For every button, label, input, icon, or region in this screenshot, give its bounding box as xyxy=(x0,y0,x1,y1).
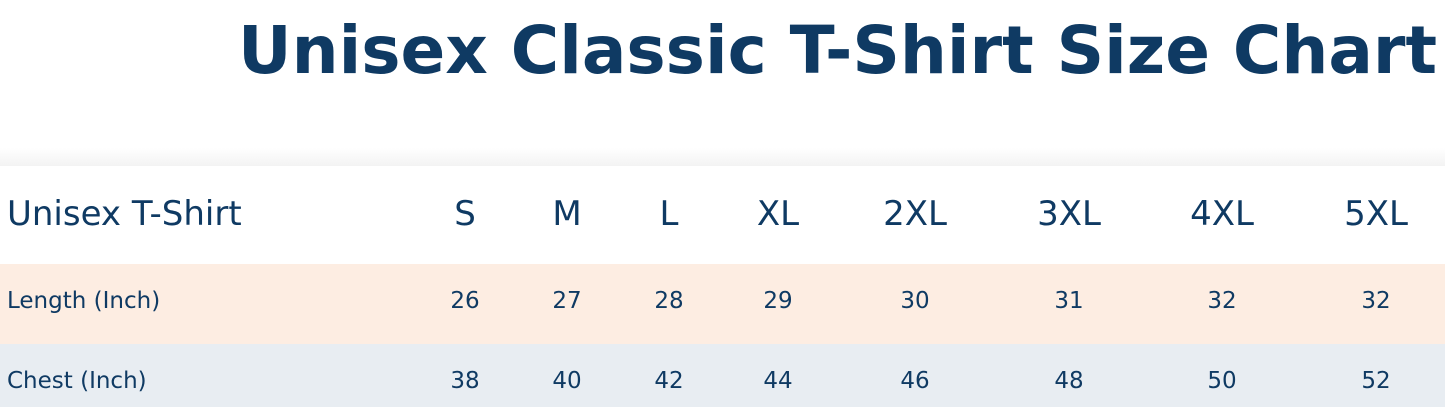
size-header: L xyxy=(659,194,679,234)
table-cell: 50 xyxy=(1207,368,1237,394)
table-cell: 38 xyxy=(450,368,480,394)
size-header: 2XL xyxy=(883,194,947,234)
table-cell: 42 xyxy=(654,368,684,394)
size-header: M xyxy=(552,194,582,234)
table-cell: 46 xyxy=(900,368,930,394)
table-cell: 27 xyxy=(552,288,582,314)
header-label: Unisex T-Shirt xyxy=(7,194,242,234)
table-header-row: Unisex T-Shirt S M L XL 2XL 3XL 4XL 5XL xyxy=(0,166,1445,264)
size-header: XL xyxy=(756,194,800,234)
table-cell: 32 xyxy=(1361,288,1391,314)
size-header: 3XL xyxy=(1037,194,1101,234)
table-cell: 28 xyxy=(654,288,684,314)
table-cell: 26 xyxy=(450,288,480,314)
page-title: Unisex Classic T-Shirt Size Chart xyxy=(238,12,1437,89)
table-cell: 48 xyxy=(1054,368,1084,394)
size-header: S xyxy=(454,194,476,234)
row-label: Chest (Inch) xyxy=(7,368,147,394)
table-row-chest: Chest (Inch) 38 40 42 44 46 48 50 52 xyxy=(0,344,1445,407)
row-label: Length (Inch) xyxy=(7,288,161,314)
table-cell: 29 xyxy=(763,288,793,314)
table-cell: 44 xyxy=(763,368,793,394)
table-cell: 32 xyxy=(1207,288,1237,314)
size-header: 4XL xyxy=(1190,194,1254,234)
table-cell: 31 xyxy=(1054,288,1084,314)
table-cell: 30 xyxy=(900,288,930,314)
table-cell: 40 xyxy=(552,368,582,394)
divider-shadow xyxy=(0,148,1445,166)
table-row-length: Length (Inch) 26 27 28 29 30 31 32 32 xyxy=(0,264,1445,344)
table-cell: 52 xyxy=(1361,368,1391,394)
size-header: 5XL xyxy=(1344,194,1408,234)
